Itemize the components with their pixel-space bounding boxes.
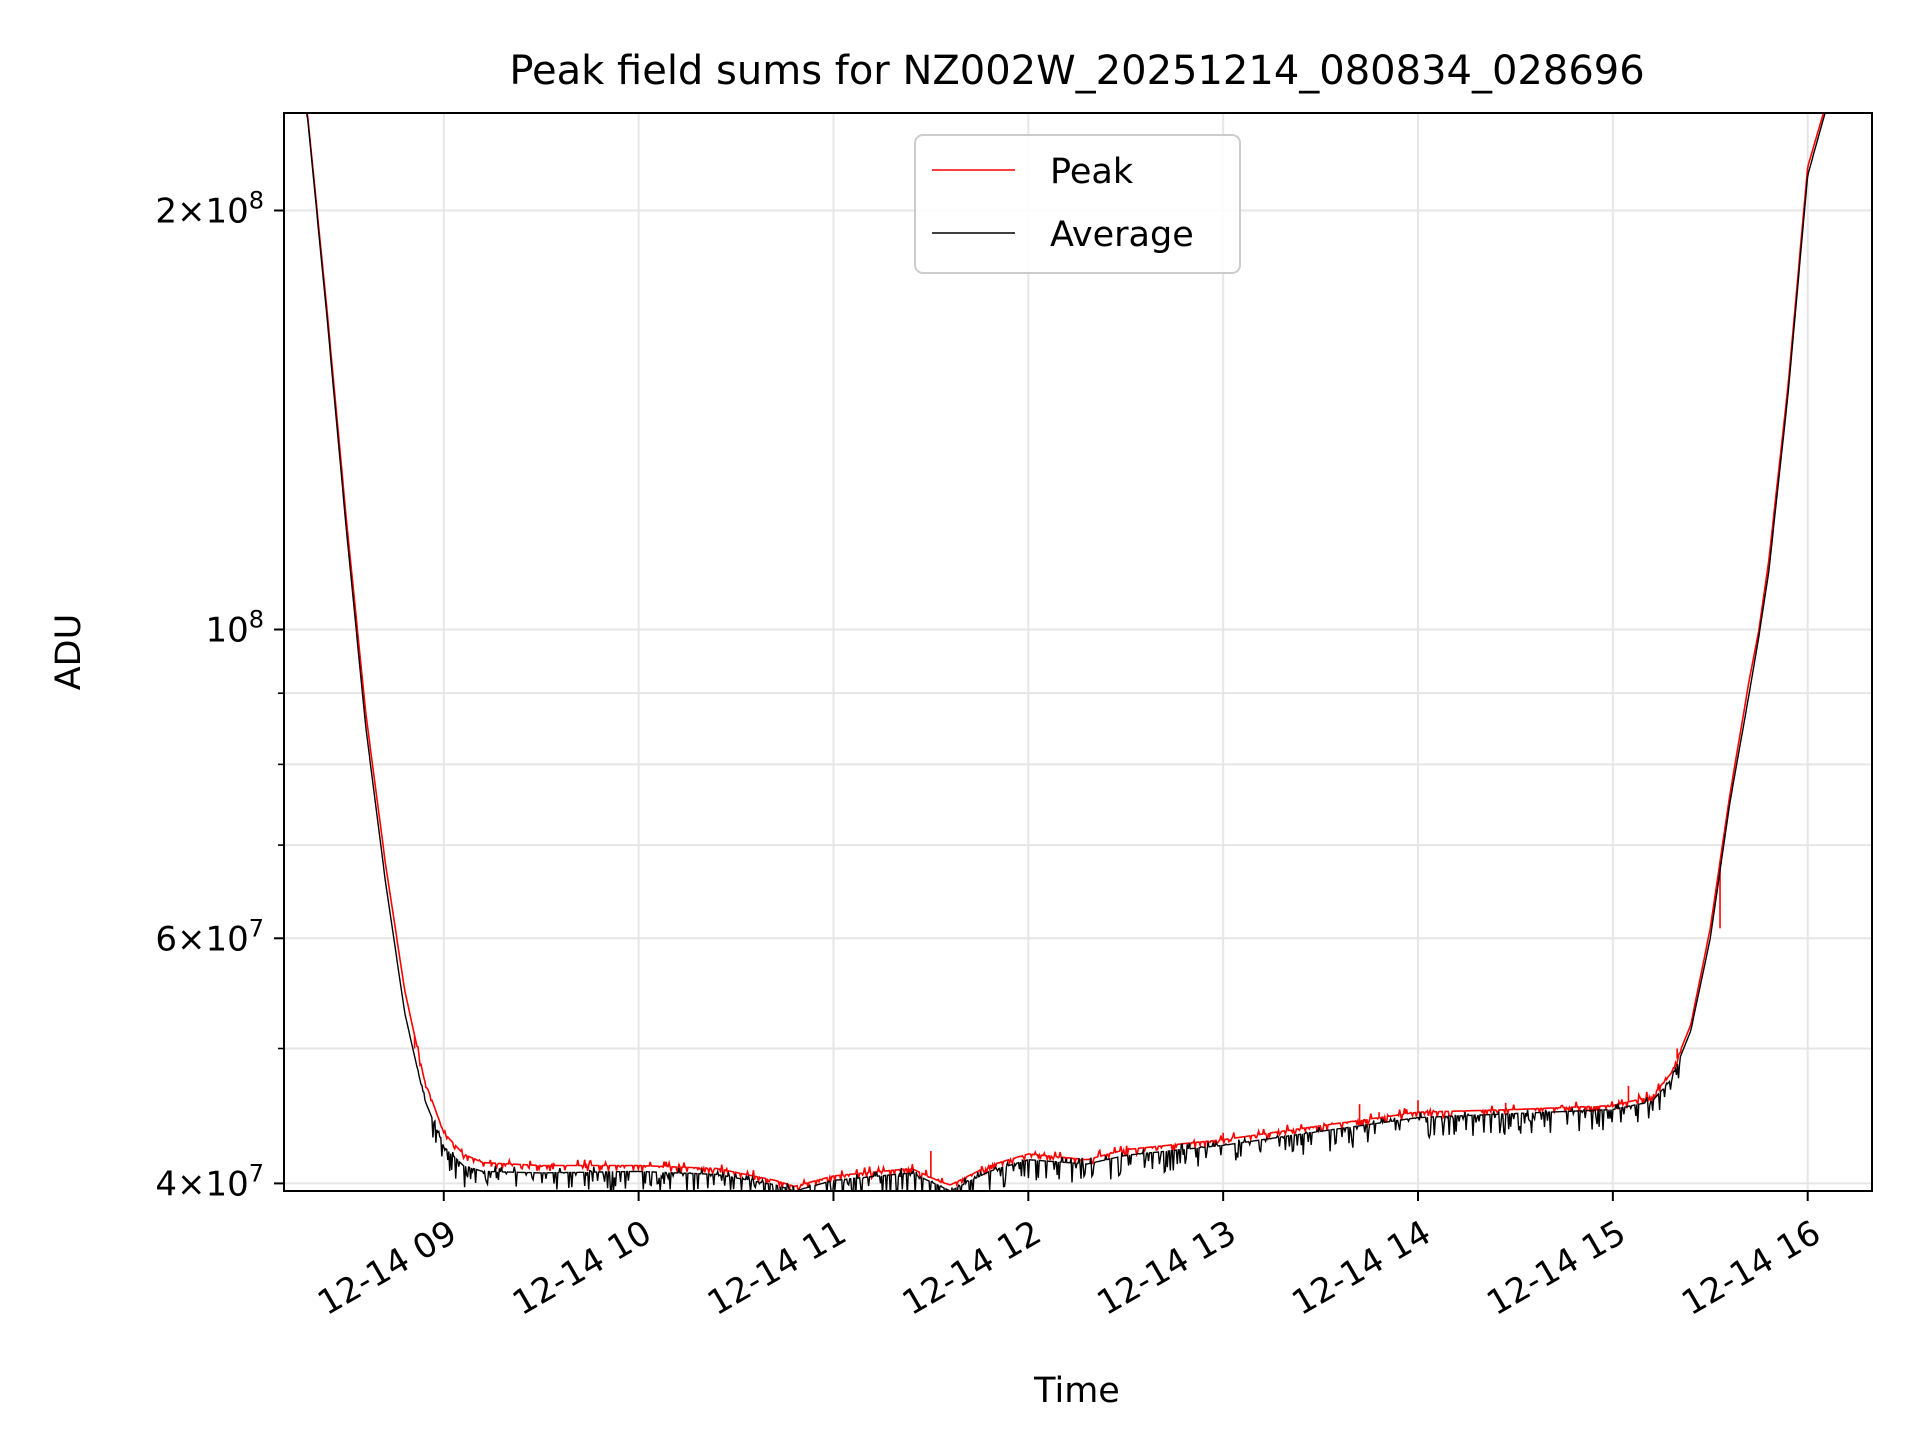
series-line-average	[305, 113, 1826, 1191]
x-tick-label: 12-14 09	[311, 1213, 463, 1324]
legend: Peak Average	[914, 134, 1241, 274]
y-tick-label: 4×107	[155, 1159, 264, 1204]
x-tick-label: 12-14 11	[701, 1213, 853, 1324]
x-tick-label: 12-14 12	[896, 1213, 1048, 1324]
x-tick-label: 12-14 16	[1675, 1213, 1827, 1324]
plot-area	[284, 113, 1872, 1191]
series-line-peak	[306, 113, 1825, 1191]
plot-frame	[283, 112, 1873, 1192]
x-tick-label: 12-14 15	[1480, 1213, 1632, 1324]
legend-label-average: Average	[1050, 215, 1194, 255]
x-tick-label: 12-14 10	[506, 1213, 658, 1324]
series-layer	[305, 113, 1826, 1191]
x-axis-label: Time	[1033, 1371, 1120, 1411]
legend-label-peak: Peak	[1050, 152, 1134, 192]
y-tick-label: 108	[205, 605, 264, 650]
chart-title: Peak field sums for NZ002W_20251214_0808…	[509, 48, 1644, 94]
y-tick-label: 2×108	[155, 186, 264, 231]
y-tick-label: 6×107	[155, 914, 264, 959]
y-axis-label: ADU	[49, 614, 89, 691]
grid	[284, 113, 1872, 1191]
x-tick-label: 12-14 13	[1091, 1213, 1243, 1324]
x-tick-label: 12-14 14	[1285, 1213, 1437, 1324]
